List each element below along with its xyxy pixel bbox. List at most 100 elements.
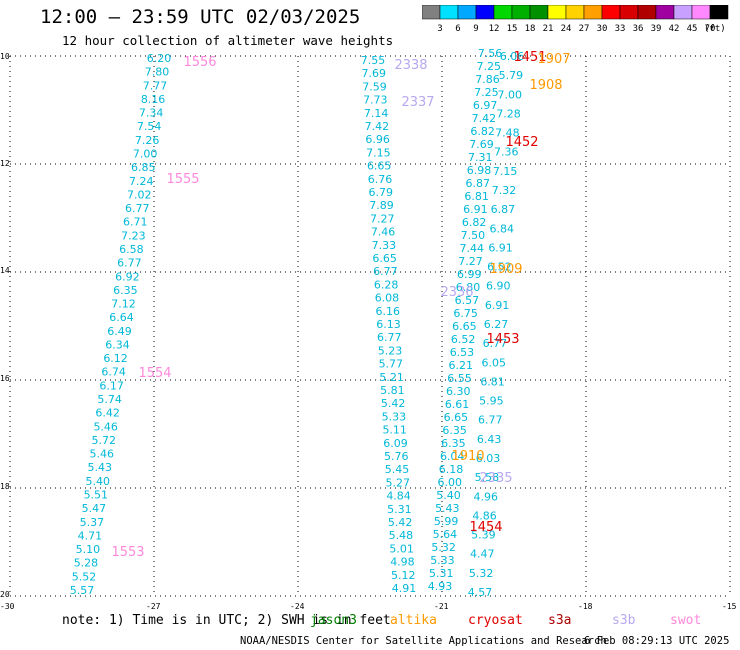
swh-value: 6.79 (369, 186, 394, 199)
swh-value: 7.80 (145, 66, 170, 79)
swh-value: 6.18 (439, 463, 464, 476)
swh-value: 5.72 (91, 434, 116, 447)
swh-value: 7.31 (468, 151, 493, 164)
colorbar-unit: (ft) (704, 24, 726, 34)
swh-value: 6.61 (445, 398, 470, 411)
page-subtitle: 12 hour collection of altimeter wave hei… (62, 33, 394, 48)
swh-value: 6.75 (453, 307, 478, 320)
swh-value: 5.01 (389, 542, 414, 555)
pass-label: 1452 (505, 135, 538, 150)
swh-value: 6.35 (442, 424, 467, 437)
colorbar-value: 24 (561, 24, 572, 34)
swh-value: 6.77 (478, 414, 503, 427)
pass-label: 1908 (529, 78, 562, 93)
swh-value: 7.00 (133, 147, 158, 160)
swh-value: 5.42 (381, 397, 406, 410)
legend-cryosat: cryosat (468, 613, 523, 628)
swh-value: 5.11 (382, 424, 407, 437)
swh-value: 7.28 (496, 107, 521, 120)
colorbar-value: 15 (507, 24, 518, 34)
swh-value: 6.30 (446, 385, 471, 398)
swh-value: 6.16 (375, 305, 400, 318)
swh-value: 7.12 (111, 298, 136, 311)
swh-value: 6.82 (470, 125, 495, 138)
swh-value: 6.35 (441, 437, 466, 450)
swh-value: 6.98 (467, 164, 492, 177)
colorbar-value: 30 (597, 24, 608, 34)
swh-value: 6.82 (462, 216, 487, 229)
swh-value: 6.65 (452, 320, 477, 333)
swh-value: 6.90 (486, 280, 511, 293)
lon-tick-label: -24 (290, 602, 305, 611)
swh-value: 5.43 (88, 461, 113, 474)
swh-value: 4.86 (472, 509, 497, 522)
swh-value: 6.77 (377, 331, 402, 344)
lat-tick-label: 20 (0, 590, 10, 599)
pass-label: 1553 (111, 545, 144, 560)
lat-tick-label: 12 (0, 159, 10, 168)
colorbar-value: 21 (543, 24, 554, 34)
swh-value: 6.52 (487, 261, 512, 274)
swh-value: 6.87 (491, 203, 516, 216)
colorbar-value: 3 (437, 24, 442, 34)
pass-label: 1556 (183, 55, 216, 70)
swh-value: 6.96 (365, 133, 390, 146)
colorbar-value: 45 (687, 24, 698, 34)
swh-value: 6.91 (463, 203, 488, 216)
swh-value: 4.91 (392, 582, 417, 595)
swh-value: 6.34 (105, 338, 130, 351)
swh-value: 7.55 (361, 54, 386, 67)
swh-value: 7.44 (459, 242, 484, 255)
swh-value: 7.02 (127, 188, 152, 201)
swh-value: 6.55 (447, 372, 472, 385)
swh-value: 7.32 (492, 184, 517, 197)
swh-value: 6.91 (488, 241, 513, 254)
swh-value: 5.58 (475, 471, 500, 484)
swh-value: 7.00 (497, 88, 522, 101)
swh-value: 5.95 (479, 395, 504, 408)
swh-value: 7.59 (362, 80, 387, 93)
swh-value: 7.50 (461, 229, 486, 242)
swh-value: 6.00 (438, 476, 463, 489)
swh-value: 5.46 (89, 448, 114, 461)
swh-value: 6.85 (131, 161, 156, 174)
swh-value: 6.87 (466, 177, 491, 190)
swh-value: 6.17 (99, 379, 124, 392)
swh-value: 7.89 (369, 199, 394, 212)
swh-value: 7.26 (135, 134, 160, 147)
swh-value: 5.40 (436, 489, 461, 502)
swh-value: 5.57 (70, 584, 95, 597)
swh-value: 7.25 (474, 86, 499, 99)
colorbar-swatch (709, 5, 729, 20)
swh-value: 6.91 (485, 299, 510, 312)
swh-value: 7.15 (366, 146, 391, 159)
swh-value: 7.46 (371, 226, 396, 239)
swh-value: 5.42 (388, 516, 413, 529)
swh-value: 5.47 (82, 502, 107, 515)
swh-value: 5.12 (391, 569, 416, 582)
swh-value: 6.97 (473, 99, 498, 112)
swh-value: 7.34 (139, 107, 164, 120)
colorbar-value: 42 (669, 24, 680, 34)
colorbar-value: 6 (455, 24, 460, 34)
swh-value: 6.99 (457, 268, 482, 281)
swh-value: 5.37 (80, 516, 105, 529)
swh-value: 5.10 (76, 543, 101, 556)
pass-label: 2338 (394, 58, 427, 73)
swh-value: 6.77 (117, 257, 142, 270)
swh-value: 7.54 (137, 120, 162, 133)
swh-value: 7.25 (477, 60, 502, 73)
swh-value: 6.53 (450, 346, 475, 359)
swh-value: 6.04 (440, 450, 465, 463)
lon-tick-label: -21 (434, 602, 449, 611)
swh-value: 7.86 (475, 73, 500, 86)
pass-label: 1909 (489, 262, 522, 277)
pass-label: 1910 (451, 449, 484, 464)
swh-value: 7.56 (478, 47, 503, 60)
swh-value: 5.39 (471, 529, 496, 542)
pass-label: 1453 (486, 332, 519, 347)
swh-value: 6.58 (119, 243, 144, 256)
swh-value: 7.77 (143, 79, 168, 92)
generated-timestamp: 6 Feb 08:29:13 UTC 2025 (584, 635, 730, 647)
swh-value: 5.31 (429, 567, 454, 580)
